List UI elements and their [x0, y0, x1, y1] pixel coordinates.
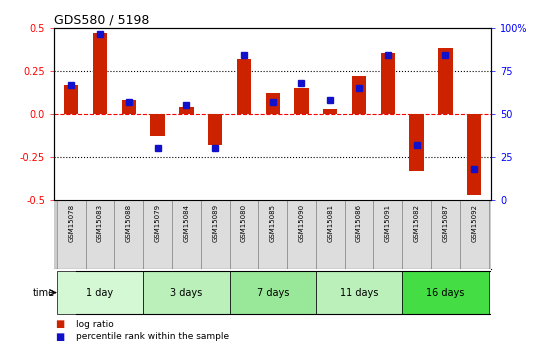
Text: GSM15080: GSM15080: [241, 204, 247, 242]
Text: GSM15083: GSM15083: [97, 204, 103, 242]
Bar: [431, 200, 460, 269]
Bar: [57, 200, 86, 269]
Bar: [201, 200, 230, 269]
Bar: [151, 114, 165, 136]
Text: GSM15091: GSM15091: [385, 204, 391, 242]
Bar: [345, 200, 374, 269]
Bar: [266, 93, 280, 114]
Bar: [93, 33, 107, 114]
Text: 1 day: 1 day: [86, 288, 113, 297]
Bar: [143, 200, 172, 269]
Text: log ratio: log ratio: [76, 320, 113, 329]
Text: time: time: [33, 288, 55, 297]
Text: 16 days: 16 days: [426, 288, 464, 297]
Text: GSM15089: GSM15089: [212, 204, 218, 242]
Text: GSM15079: GSM15079: [154, 204, 160, 242]
Bar: [143, 271, 230, 314]
Bar: [237, 59, 251, 114]
Text: 11 days: 11 days: [340, 288, 378, 297]
Text: ■: ■: [56, 332, 65, 342]
Text: GSM15081: GSM15081: [327, 204, 333, 242]
Text: GSM15090: GSM15090: [299, 204, 305, 242]
Bar: [57, 271, 143, 314]
Text: GSM15085: GSM15085: [269, 204, 276, 241]
Bar: [86, 200, 114, 269]
Bar: [64, 85, 78, 114]
Bar: [438, 48, 453, 114]
Text: GSM15092: GSM15092: [471, 204, 477, 241]
Text: ■: ■: [56, 319, 65, 329]
Bar: [381, 53, 395, 114]
Bar: [402, 200, 431, 269]
Bar: [258, 200, 287, 269]
Bar: [374, 200, 402, 269]
Bar: [402, 271, 489, 314]
Bar: [230, 200, 258, 269]
Bar: [467, 114, 481, 195]
Bar: [409, 114, 424, 171]
Text: GDS580 / 5198: GDS580 / 5198: [54, 13, 150, 27]
Bar: [114, 200, 143, 269]
Bar: [460, 200, 489, 269]
Bar: [287, 200, 316, 269]
Bar: [316, 271, 402, 314]
Bar: [122, 100, 136, 114]
Bar: [323, 109, 338, 114]
Bar: [179, 107, 193, 114]
Bar: [172, 200, 201, 269]
Bar: [316, 200, 345, 269]
Bar: [230, 271, 316, 314]
Text: percentile rank within the sample: percentile rank within the sample: [76, 332, 229, 341]
Text: GSM15082: GSM15082: [414, 204, 420, 241]
Text: GSM15078: GSM15078: [68, 204, 75, 242]
Text: GSM15087: GSM15087: [442, 204, 448, 242]
Text: 3 days: 3 days: [170, 288, 202, 297]
Text: GSM15086: GSM15086: [356, 204, 362, 242]
Bar: [352, 76, 366, 114]
Bar: [208, 114, 222, 145]
Text: 7 days: 7 days: [256, 288, 289, 297]
Bar: [294, 88, 309, 114]
Text: GSM15084: GSM15084: [184, 204, 190, 241]
Text: GSM15088: GSM15088: [126, 204, 132, 242]
